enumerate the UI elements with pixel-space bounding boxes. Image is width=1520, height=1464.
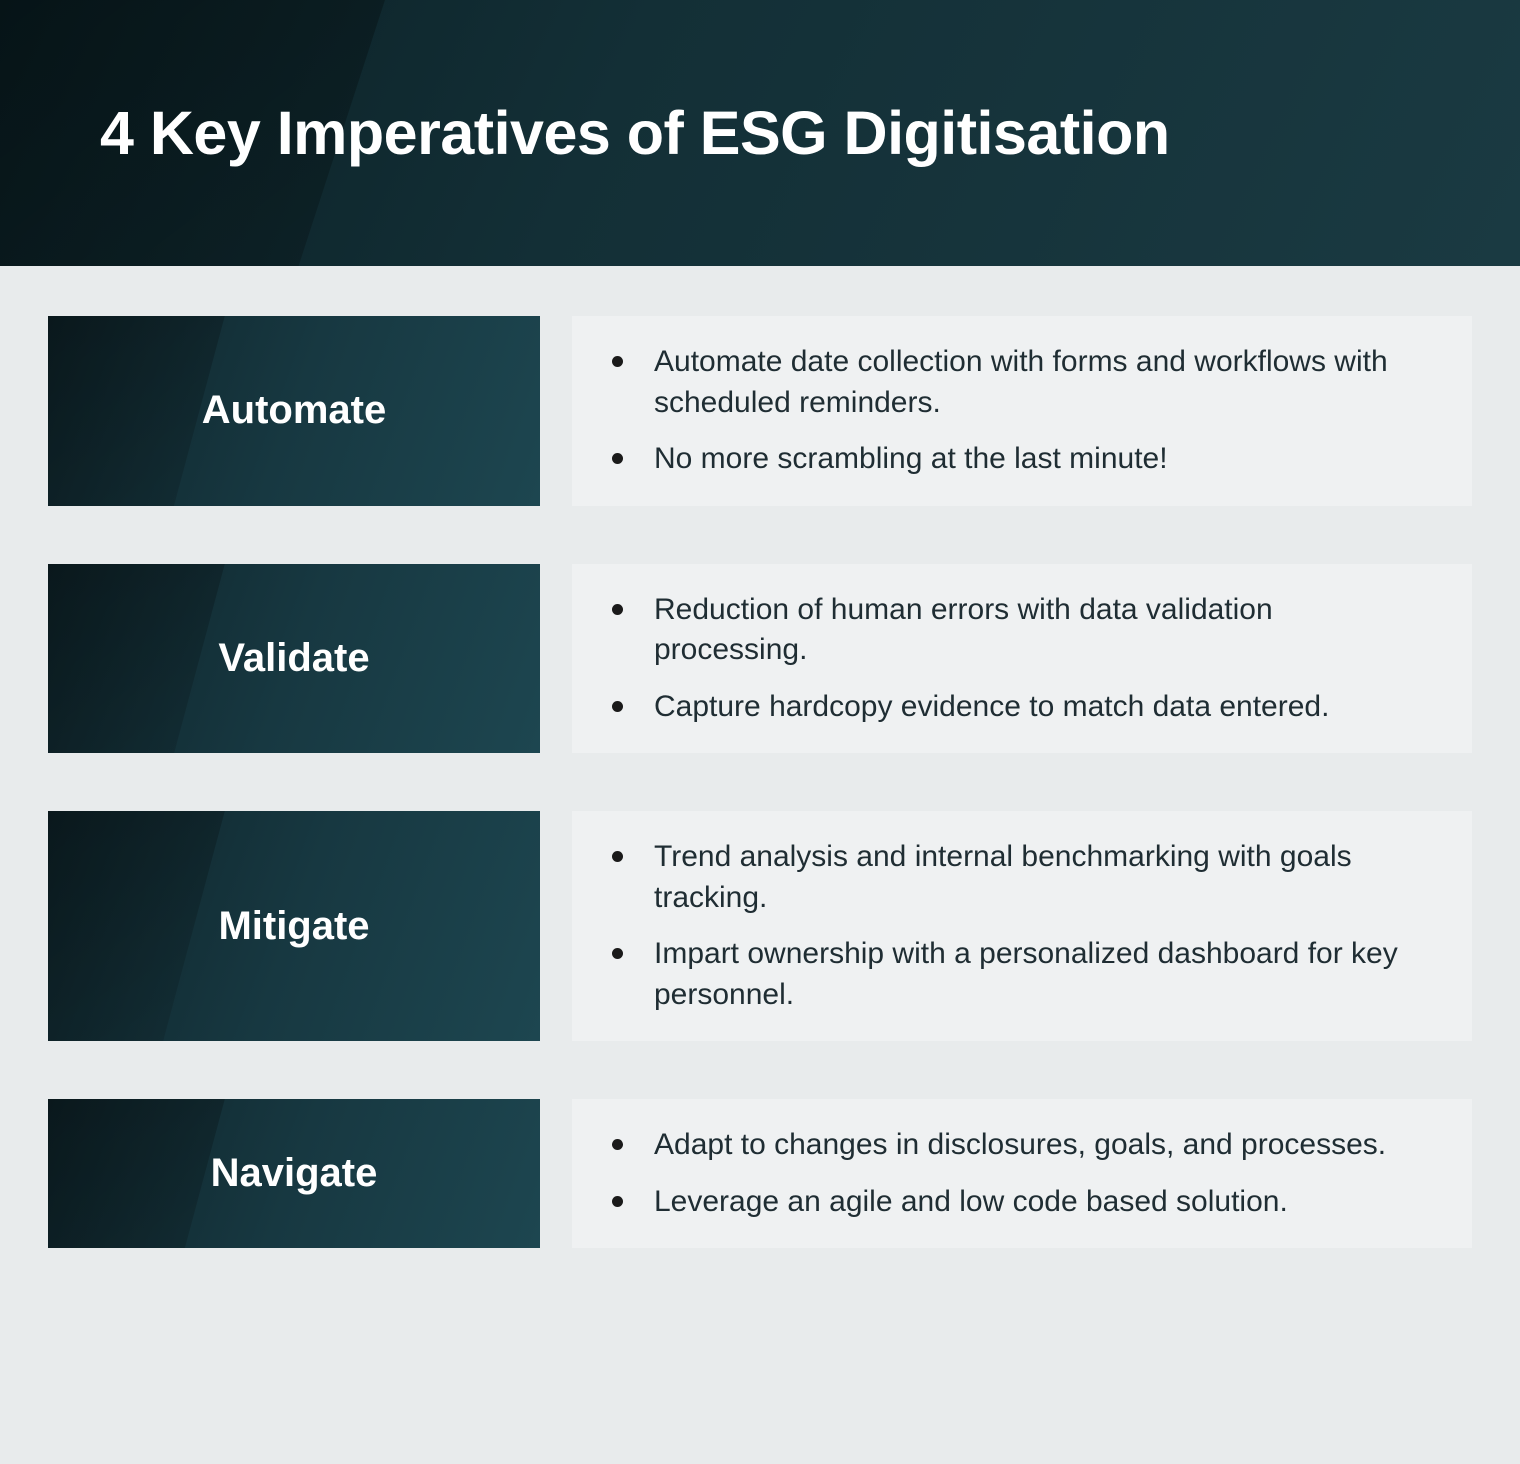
imperative-label-navigate: Navigate [48,1099,540,1248]
imperative-label-validate: Validate [48,564,540,754]
bullet-list: Trend analysis and internal benchmarking… [592,837,1432,1015]
label-text: Navigate [211,1151,378,1196]
bullet-list: Reduction of human errors with data vali… [592,590,1432,728]
imperative-row: Automate Automate date collection with f… [48,316,1472,506]
imperative-row: Mitigate Trend analysis and internal ben… [48,811,1472,1041]
label-text: Automate [202,388,386,433]
imperative-desc: Reduction of human errors with data vali… [572,564,1472,754]
content-area: Automate Automate date collection with f… [0,266,1520,1346]
bullet-list: Adapt to changes in disclosures, goals, … [592,1125,1432,1222]
imperative-desc: Trend analysis and internal benchmarking… [572,811,1472,1041]
imperative-row: Navigate Adapt to changes in disclosures… [48,1099,1472,1248]
bullet-item: Trend analysis and internal benchmarking… [592,837,1432,918]
header: 4 Key Imperatives of ESG Digitisation [0,0,1520,266]
bullet-item: Automate date collection with forms and … [592,342,1432,423]
imperative-desc: Adapt to changes in disclosures, goals, … [572,1099,1472,1248]
bullet-list: Automate date collection with forms and … [592,342,1432,480]
label-text: Mitigate [218,904,369,949]
imperative-row: Validate Reduction of human errors with … [48,564,1472,754]
bullet-item: No more scrambling at the last minute! [592,439,1432,480]
bullet-item: Capture hardcopy evidence to match data … [592,687,1432,728]
bullet-item: Reduction of human errors with data vali… [592,590,1432,671]
bullet-item: Leverage an agile and low code based sol… [592,1182,1432,1223]
label-text: Validate [218,636,369,681]
imperative-desc: Automate date collection with forms and … [572,316,1472,506]
bullet-item: Impart ownership with a personalized das… [592,934,1432,1015]
imperative-label-automate: Automate [48,316,540,506]
bullet-item: Adapt to changes in disclosures, goals, … [592,1125,1432,1166]
imperative-label-mitigate: Mitigate [48,811,540,1041]
page-title: 4 Key Imperatives of ESG Digitisation [100,98,1170,168]
